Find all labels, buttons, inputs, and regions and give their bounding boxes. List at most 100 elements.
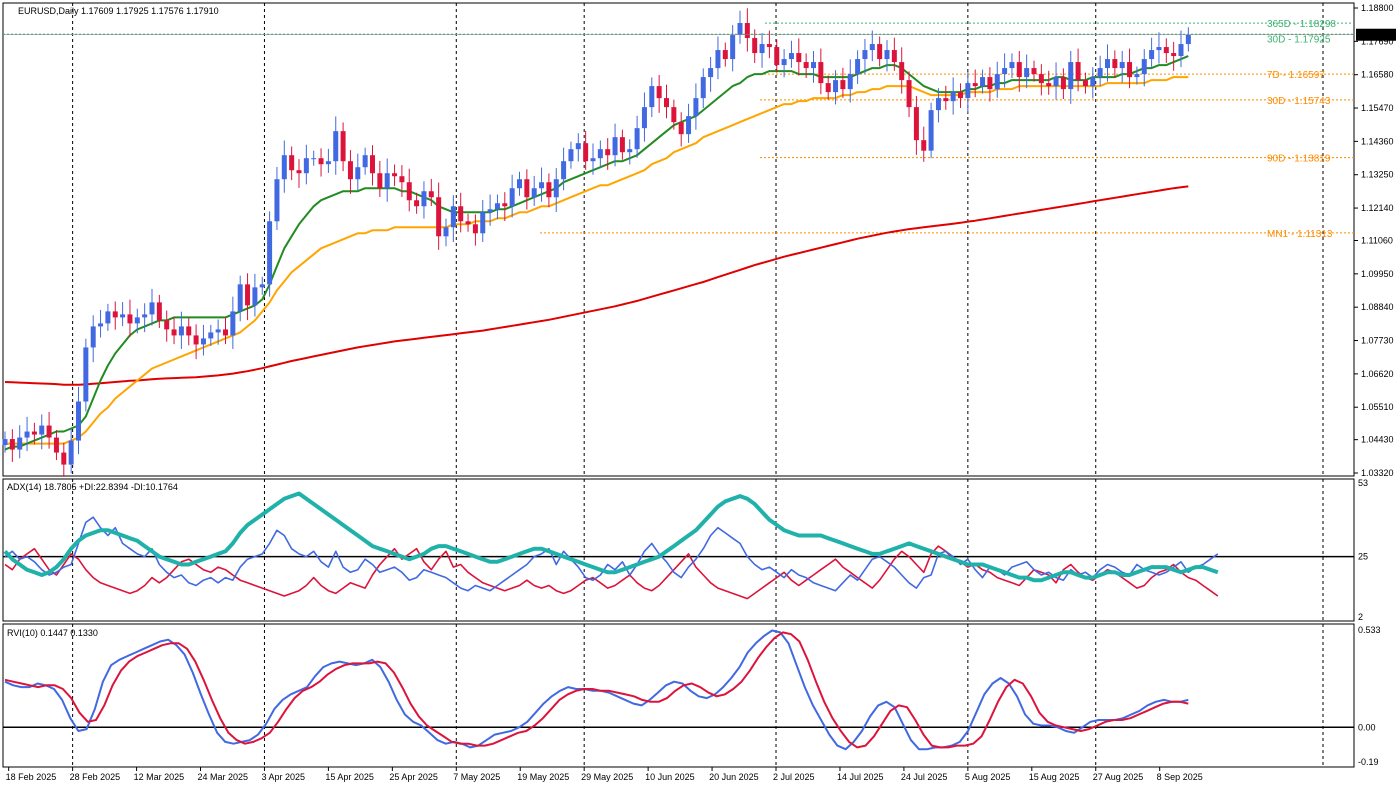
candle-body bbox=[862, 50, 868, 60]
candle-body bbox=[39, 425, 45, 435]
candle-body bbox=[539, 182, 545, 189]
candle-body bbox=[575, 143, 581, 150]
candle-body bbox=[362, 155, 368, 168]
time-tick-label: 27 Aug 2025 bbox=[1093, 772, 1144, 782]
candle-body bbox=[664, 98, 669, 108]
candle-body bbox=[737, 23, 743, 36]
candle-body bbox=[296, 170, 302, 174]
candle-body bbox=[494, 203, 500, 210]
candle-body bbox=[1119, 62, 1125, 69]
candle-body bbox=[443, 227, 449, 237]
candle-body bbox=[708, 68, 714, 78]
adx-tick-label: 2 bbox=[1358, 612, 1363, 622]
candle-body bbox=[855, 59, 861, 75]
time-tick-label: 8 Sep 2025 bbox=[1157, 772, 1203, 782]
candle-body bbox=[811, 62, 816, 69]
candle-body bbox=[1009, 62, 1015, 69]
candle-body bbox=[1031, 68, 1037, 75]
candle-body bbox=[561, 161, 567, 180]
price-tick-label: 1.11060 bbox=[1361, 236, 1393, 246]
candle-body bbox=[421, 191, 427, 207]
candle-body bbox=[112, 311, 118, 318]
level-label: 30D - 1.15743 bbox=[1267, 96, 1331, 107]
candle-body bbox=[972, 83, 978, 87]
candle-body bbox=[259, 284, 265, 288]
candle-body bbox=[487, 209, 493, 213]
candle-body bbox=[715, 50, 721, 69]
candle-body bbox=[583, 143, 589, 162]
time-tick-label: 24 Jul 2025 bbox=[901, 772, 948, 782]
candle-body bbox=[906, 80, 912, 108]
candle-body bbox=[517, 179, 522, 189]
candle-body bbox=[164, 320, 170, 330]
candle-body bbox=[987, 77, 993, 90]
candle-body bbox=[509, 188, 515, 207]
candle-body bbox=[825, 83, 831, 93]
candle-body bbox=[1075, 62, 1081, 81]
candle-body bbox=[546, 182, 552, 198]
candle-body bbox=[472, 224, 478, 234]
time-tick-label: 3 Apr 2025 bbox=[261, 772, 305, 782]
candle-body bbox=[671, 107, 677, 123]
time-tick-label: 2 Jul 2025 bbox=[773, 772, 815, 782]
time-tick-label: 24 Mar 2025 bbox=[198, 772, 249, 782]
candle-body bbox=[303, 158, 309, 174]
candle-body bbox=[9, 439, 15, 450]
candle-body bbox=[347, 161, 353, 180]
candle-body bbox=[318, 158, 324, 165]
candle-body bbox=[1060, 77, 1066, 90]
candle-body bbox=[884, 50, 890, 60]
candle-body bbox=[392, 173, 398, 177]
symbol-header: EURUSD,Daily 1.17609 1.17925 1.17576 1.1… bbox=[18, 6, 219, 16]
candle-body bbox=[252, 287, 258, 306]
candle-body bbox=[597, 149, 603, 159]
candle-body bbox=[1090, 77, 1096, 87]
price-tick-label: 1.13250 bbox=[1361, 170, 1394, 180]
candle-body bbox=[156, 302, 162, 321]
candle-body bbox=[1112, 59, 1118, 69]
candle-body bbox=[149, 302, 155, 315]
candle-body bbox=[230, 311, 236, 336]
candle-body bbox=[531, 188, 537, 198]
candle-body bbox=[524, 179, 530, 198]
candles bbox=[2, 8, 1191, 477]
candle-body bbox=[281, 155, 287, 180]
time-tick-label: 12 Mar 2025 bbox=[134, 772, 185, 782]
candle-body bbox=[450, 206, 456, 228]
time-tick-label: 15 Apr 2025 bbox=[325, 772, 374, 782]
price-tick-label: 1.17690 bbox=[1361, 36, 1394, 46]
current-price-label: 1.17910 bbox=[1359, 30, 1392, 40]
candle-body bbox=[840, 80, 846, 90]
time-tick-label: 20 Jun 2025 bbox=[709, 772, 759, 782]
price-tick-label: 1.16580 bbox=[1361, 70, 1394, 80]
ma-mid-line bbox=[5, 76, 1189, 445]
candle-body bbox=[943, 98, 949, 102]
candle-body bbox=[553, 179, 559, 198]
candle-body bbox=[17, 437, 23, 450]
price-axis: 1.18800 1.17690 1.16580 1.15470 1.14360 1.132… bbox=[3, 3, 1396, 478]
candle-body bbox=[1038, 74, 1044, 84]
price-tick-label: 1.14360 bbox=[1361, 136, 1394, 146]
candle-body bbox=[340, 131, 346, 162]
candle-body bbox=[766, 44, 772, 48]
rvi-indicator: 0.533 0.00 -0.19 bbox=[3, 625, 1381, 767]
candle-body bbox=[649, 86, 655, 108]
candle-body bbox=[1068, 62, 1074, 90]
candle-body bbox=[325, 161, 331, 165]
candle-body bbox=[612, 137, 618, 156]
candle-body bbox=[98, 323, 104, 327]
candle-body bbox=[384, 173, 390, 189]
candle-body bbox=[980, 77, 986, 87]
candle-body bbox=[950, 92, 956, 102]
time-tick-label: 28 Feb 2025 bbox=[70, 772, 121, 782]
candle-body bbox=[480, 212, 486, 234]
time-tick-label: 15 Aug 2025 bbox=[1029, 772, 1080, 782]
adx-series-di bbox=[4, 545, 1219, 600]
candle-body bbox=[186, 326, 192, 336]
candle-body bbox=[803, 62, 809, 69]
candle-body bbox=[693, 98, 699, 117]
candle-body bbox=[178, 326, 184, 336]
candle-body bbox=[590, 158, 596, 162]
